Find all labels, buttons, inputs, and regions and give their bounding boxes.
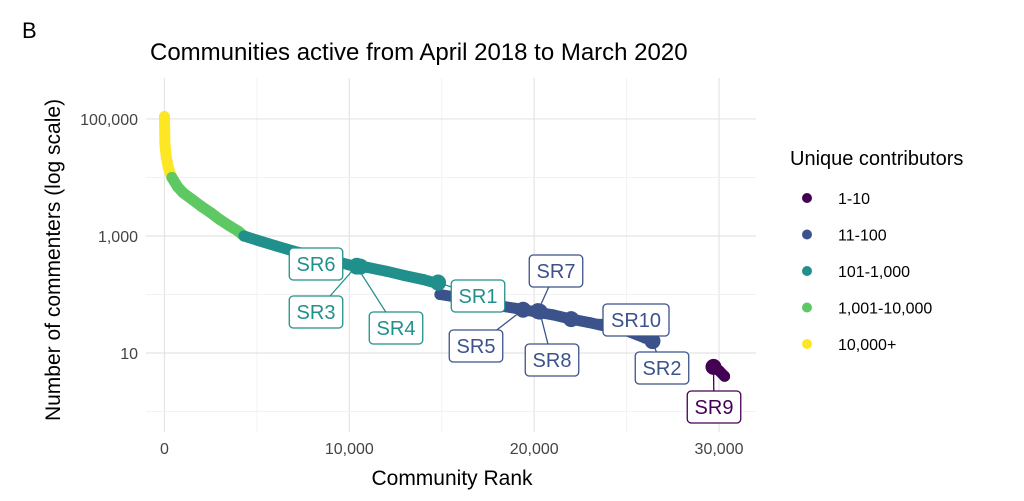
chart-title: Communities active from April 2018 to Ma… bbox=[150, 39, 688, 66]
label-box-sr7 bbox=[528, 254, 584, 288]
data-point bbox=[417, 274, 429, 286]
legend-swatch bbox=[802, 266, 812, 276]
data-point bbox=[205, 207, 217, 219]
label-text-sr10: SR10 bbox=[611, 310, 661, 332]
x-tick-label: 30,000 bbox=[695, 441, 744, 458]
legend-swatch bbox=[802, 302, 812, 313]
label-box-sr4 bbox=[368, 311, 424, 345]
label-box-sr10 bbox=[602, 303, 670, 337]
data-point bbox=[214, 214, 226, 226]
label-text-sr9: SR9 bbox=[695, 397, 734, 419]
data-point bbox=[223, 220, 235, 232]
data-point bbox=[547, 309, 559, 321]
axis-ticks: 0 10,000 20,000 30,000 10 1,000 100,000 bbox=[80, 112, 743, 458]
y-tick-label: 100,000 bbox=[80, 112, 138, 129]
label-box-sr9 bbox=[686, 390, 742, 424]
annotations: SR1 SR2 SR3 SR4 SR5 SR6 SR7 SR8 SR9 SR10 bbox=[288, 247, 742, 424]
label-box-sr1 bbox=[450, 279, 506, 313]
data-point bbox=[195, 200, 207, 212]
data-point bbox=[166, 171, 178, 183]
legend-entry-label: 101-1,000 bbox=[838, 264, 910, 281]
label-text-sr5: SR5 bbox=[457, 336, 496, 358]
label-text-sr8: SR8 bbox=[533, 350, 572, 372]
legend-swatch bbox=[802, 229, 812, 240]
data-point bbox=[434, 288, 446, 300]
legend-entry-label: 1-10 bbox=[838, 191, 870, 208]
legend-swatch bbox=[802, 339, 812, 349]
label-box-sr2 bbox=[634, 351, 690, 385]
label-text-sr4: SR4 bbox=[377, 318, 416, 340]
panel-letter: B bbox=[22, 18, 37, 43]
label-text-sr6: SR6 bbox=[297, 254, 336, 276]
legend: Unique contributors 1-10 11-100 101-1,000 1… bbox=[790, 148, 963, 354]
x-tick-label: 20,000 bbox=[510, 441, 559, 458]
x-tick-label: 10,000 bbox=[325, 441, 374, 458]
legend-swatch bbox=[802, 193, 812, 203]
legend-entry-label: 1,001-10,000 bbox=[838, 301, 932, 318]
data-point bbox=[719, 370, 731, 382]
data-point bbox=[251, 234, 263, 246]
label-text-sr2: SR2 bbox=[643, 358, 682, 380]
x-tick-label: 0 bbox=[160, 441, 169, 458]
y-tick-label: 10 bbox=[120, 346, 138, 363]
label-box-sr5 bbox=[448, 329, 504, 363]
y-axis-label: Number of commenters (log scale) bbox=[42, 99, 65, 421]
data-point bbox=[160, 151, 172, 163]
data-point bbox=[177, 187, 189, 199]
data-point bbox=[238, 230, 250, 242]
legend-entry-label: 10,000+ bbox=[838, 337, 896, 354]
legend-title: Unique contributors bbox=[790, 148, 963, 170]
label-text-sr1: SR1 bbox=[459, 286, 498, 308]
data-point bbox=[380, 265, 392, 277]
x-axis-label: Community Rank bbox=[371, 467, 533, 490]
data-marks bbox=[158, 111, 731, 382]
label-text-sr7: SR7 bbox=[537, 261, 576, 283]
label-box-sr3 bbox=[288, 295, 344, 329]
data-point bbox=[158, 111, 170, 123]
label-box-sr6 bbox=[288, 247, 344, 281]
label-box-sr8 bbox=[524, 343, 580, 377]
legend-entry-label: 11-100 bbox=[838, 228, 887, 245]
label-text-sr3: SR3 bbox=[297, 302, 336, 324]
y-tick-label: 1,000 bbox=[98, 229, 138, 246]
data-point bbox=[269, 240, 281, 252]
data-point bbox=[186, 194, 198, 206]
data-point bbox=[399, 270, 411, 282]
